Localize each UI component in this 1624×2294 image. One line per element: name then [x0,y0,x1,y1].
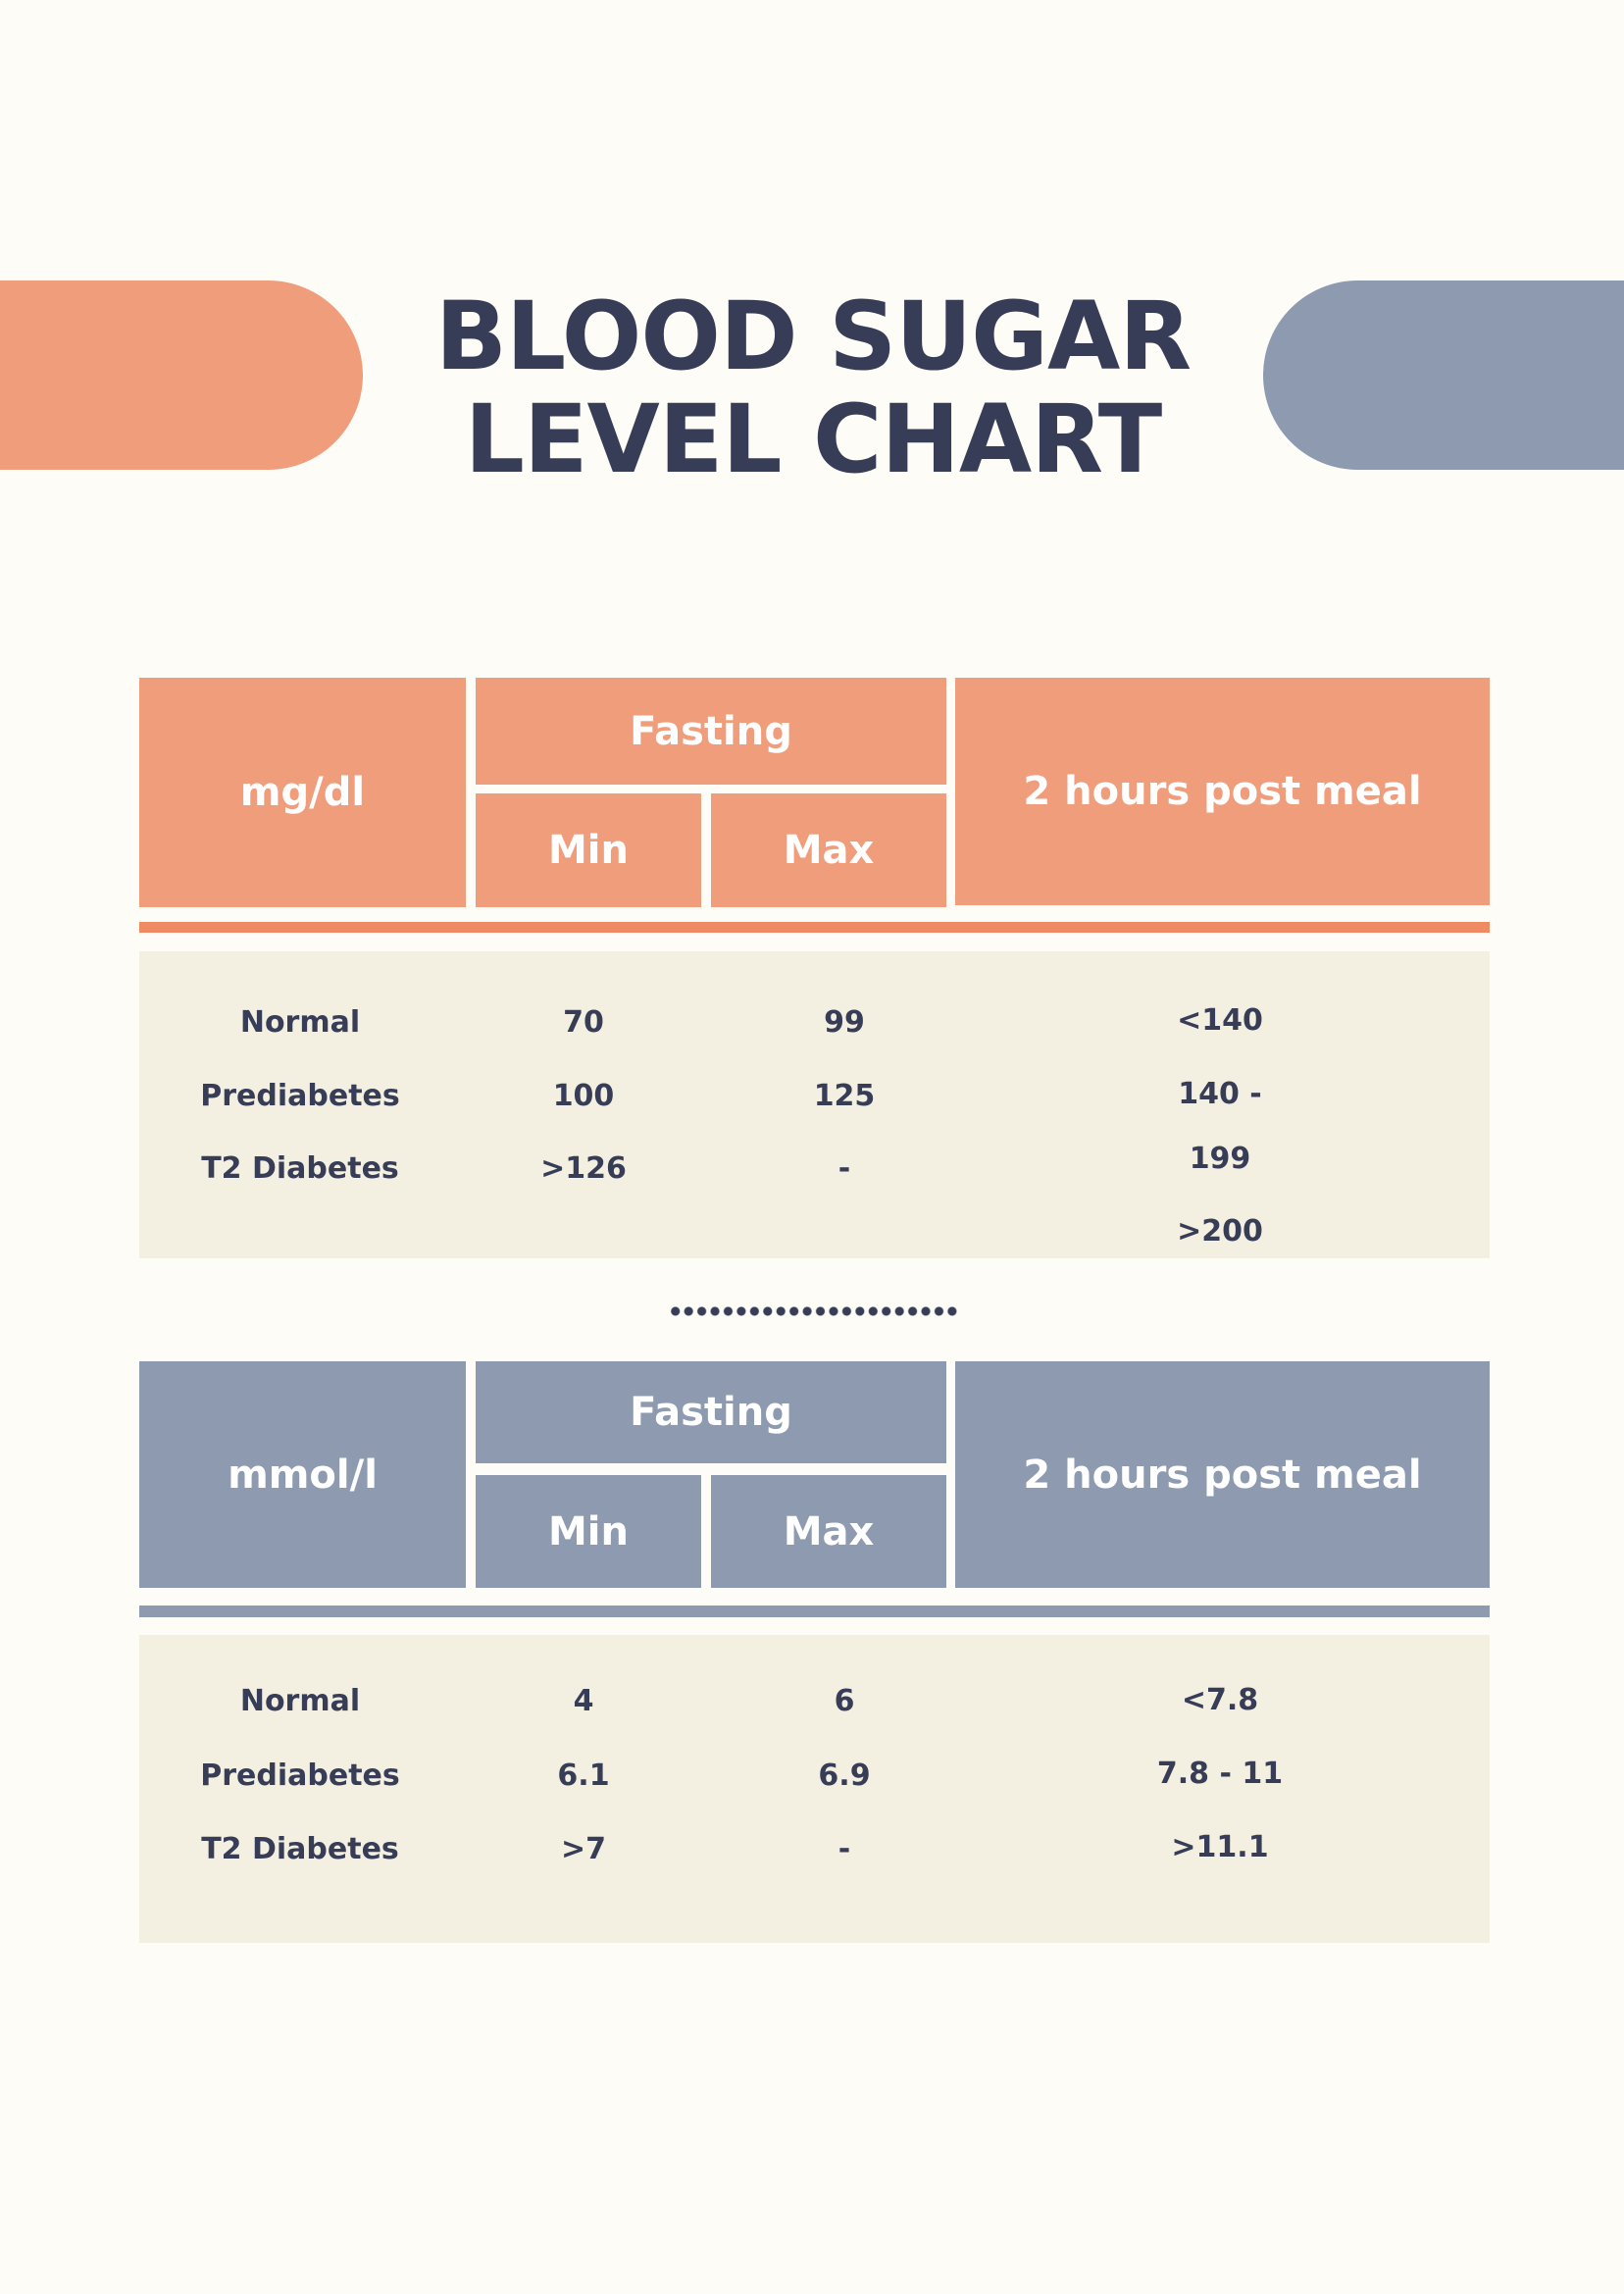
header-post-meal: 2 hours post meal [955,1361,1490,1588]
row-label: Normal [239,1005,361,1040]
cell-min: 6.1 [557,1759,610,1793]
row-label: T2 Diabetes [201,1832,399,1866]
header-min: Min [476,1475,701,1588]
cell-post-meal: 7.8 - 11 [1156,1757,1284,1791]
cell-post-meal: <140 [1177,1003,1263,1038]
header-fasting: Fasting [476,678,946,785]
header-unit: mg/dl [139,678,466,907]
cell-max: - [837,1832,851,1866]
page-title-line1: BLOOD SUGAR [434,281,1192,391]
decorative-pill-orange [0,280,363,470]
cell-post-meal: >11.1 [1171,1830,1269,1864]
dotted-separator [669,1305,959,1317]
cell-min: >126 [540,1151,627,1186]
decorative-pill-blue [1263,280,1624,470]
header-min: Min [476,793,701,907]
cell-max: 99 [824,1005,865,1040]
cell-min: >7 [560,1832,606,1866]
header-max: Max [711,793,946,907]
cell-min: 70 [563,1005,604,1040]
header-max: Max [711,1475,946,1588]
page-title-line2: LEVEL CHART [464,384,1162,494]
row-label: Normal [239,1684,361,1718]
cell-post-meal: 199 [1189,1142,1251,1176]
table-body [139,1635,1490,1943]
cell-max: 125 [813,1079,876,1113]
cell-max: - [837,1151,851,1186]
divider-bar [139,1606,1490,1617]
row-label: Prediabetes [200,1759,400,1793]
divider-bar [139,922,1490,933]
row-label: T2 Diabetes [201,1151,399,1186]
cell-min: 100 [552,1079,615,1113]
row-label: Prediabetes [200,1079,400,1113]
header-fasting: Fasting [476,1361,946,1463]
header-unit: mmol/l [139,1361,466,1588]
cell-max: 6.9 [818,1759,871,1793]
table-body [139,951,1490,1258]
header-post-meal: 2 hours post meal [955,678,1490,905]
cell-min: 4 [573,1684,594,1718]
cell-post-meal: 140 - [1178,1077,1262,1111]
cell-post-meal: <7.8 [1181,1683,1259,1717]
cell-max: 6 [834,1684,855,1718]
cell-post-meal: >200 [1177,1214,1263,1249]
